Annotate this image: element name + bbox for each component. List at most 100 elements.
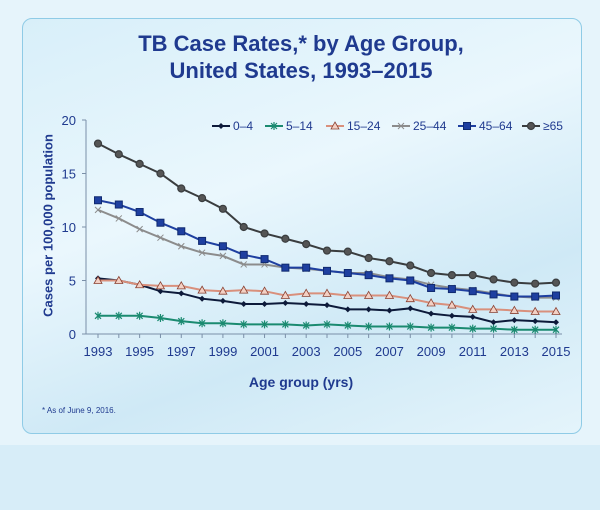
data-point (218, 204, 228, 213)
legend-label: 5–14 (286, 119, 313, 133)
data-point (301, 288, 311, 297)
data-point (157, 288, 164, 295)
data-point (364, 271, 373, 280)
data-point (490, 319, 497, 326)
data-point (343, 269, 352, 278)
data-point (343, 290, 353, 299)
data-point (239, 250, 248, 259)
legend-item: 0–4 (212, 119, 253, 133)
data-point (489, 275, 498, 284)
data-point (93, 275, 103, 284)
data-point (156, 218, 165, 227)
data-point (157, 234, 164, 242)
y-tick-label: 20 (62, 113, 76, 128)
legend-item: 15–24 (326, 119, 381, 133)
legend-marker (397, 122, 405, 130)
data-point (282, 299, 289, 306)
data-point (323, 320, 331, 329)
data-point (427, 323, 435, 332)
data-point (239, 222, 248, 232)
data-point (114, 200, 123, 209)
data-point (259, 286, 270, 295)
chart-title: TB Case Rates,* by Age Group, United Sta… (22, 30, 580, 84)
data-point (156, 169, 165, 178)
y-tick-label: 5 (69, 274, 76, 289)
data-point (136, 311, 144, 320)
data-point (281, 234, 290, 243)
data-point (531, 279, 540, 288)
data-point (510, 278, 519, 287)
data-point (553, 319, 559, 326)
series-line (97, 142, 557, 285)
chart-title-line1: TB Case Rates,* by Age Group, (138, 31, 464, 56)
x-tick-label: 2013 (500, 344, 529, 359)
legend-item: 25–44 (392, 119, 447, 133)
legend-label: 0–4 (233, 119, 253, 133)
x-tick-label: 1999 (208, 344, 237, 359)
data-point (489, 290, 498, 299)
data-point (197, 194, 207, 203)
chart-card (22, 18, 582, 434)
legend-item: 5–14 (265, 119, 313, 133)
data-point (468, 287, 477, 296)
data-point (94, 311, 102, 320)
legend-marker (330, 121, 340, 130)
data-point (94, 196, 102, 205)
data-point (448, 323, 456, 332)
series-5 (93, 139, 561, 288)
data-point (240, 301, 247, 308)
series-4 (94, 196, 560, 301)
x-tick-label: 1997 (167, 344, 196, 359)
data-point (261, 301, 268, 308)
data-point (176, 281, 186, 290)
data-point (531, 325, 539, 334)
legend-marker (463, 122, 471, 130)
legend-marker (526, 121, 536, 131)
x-tick-label: 2015 (542, 344, 571, 359)
data-point (552, 325, 560, 334)
data-point (94, 206, 102, 214)
data-point (218, 286, 228, 295)
data-point (135, 159, 144, 168)
data-point (261, 320, 268, 329)
data-point (447, 300, 457, 309)
legend-label: 25–44 (413, 119, 447, 133)
legend-label: ≥65 (543, 119, 563, 133)
footnote: * As of June 9, 2016. (42, 406, 116, 415)
x-tick-label: 1993 (84, 344, 113, 359)
data-point (136, 225, 143, 233)
data-point (198, 249, 206, 257)
data-point (531, 292, 540, 301)
data-point (386, 307, 393, 314)
data-point (510, 325, 518, 334)
data-point (511, 317, 518, 324)
data-point (155, 281, 166, 290)
data-point (198, 236, 207, 245)
series-1 (94, 311, 560, 334)
data-point (177, 242, 185, 250)
data-point (260, 255, 269, 264)
data-point (407, 305, 414, 312)
data-point (426, 268, 436, 278)
legend-item: ≥65 (522, 119, 563, 133)
data-point (385, 257, 394, 266)
data-point (115, 215, 123, 222)
data-point (469, 324, 477, 333)
y-tick-label: 10 (62, 220, 76, 235)
data-point (551, 278, 561, 287)
data-point (384, 290, 395, 299)
data-point (177, 184, 186, 193)
data-point (426, 298, 436, 307)
data-point (469, 313, 476, 320)
x-tick-label: 2011 (459, 344, 487, 359)
data-point (468, 304, 478, 313)
data-point (197, 285, 207, 294)
data-point (510, 292, 519, 301)
data-point (448, 312, 455, 319)
y-tick-label: 0 (69, 327, 76, 342)
data-point (302, 240, 311, 249)
data-point (447, 285, 456, 294)
data-point (386, 322, 393, 331)
legend-item: 45–64 (458, 119, 513, 133)
data-point (488, 304, 499, 313)
